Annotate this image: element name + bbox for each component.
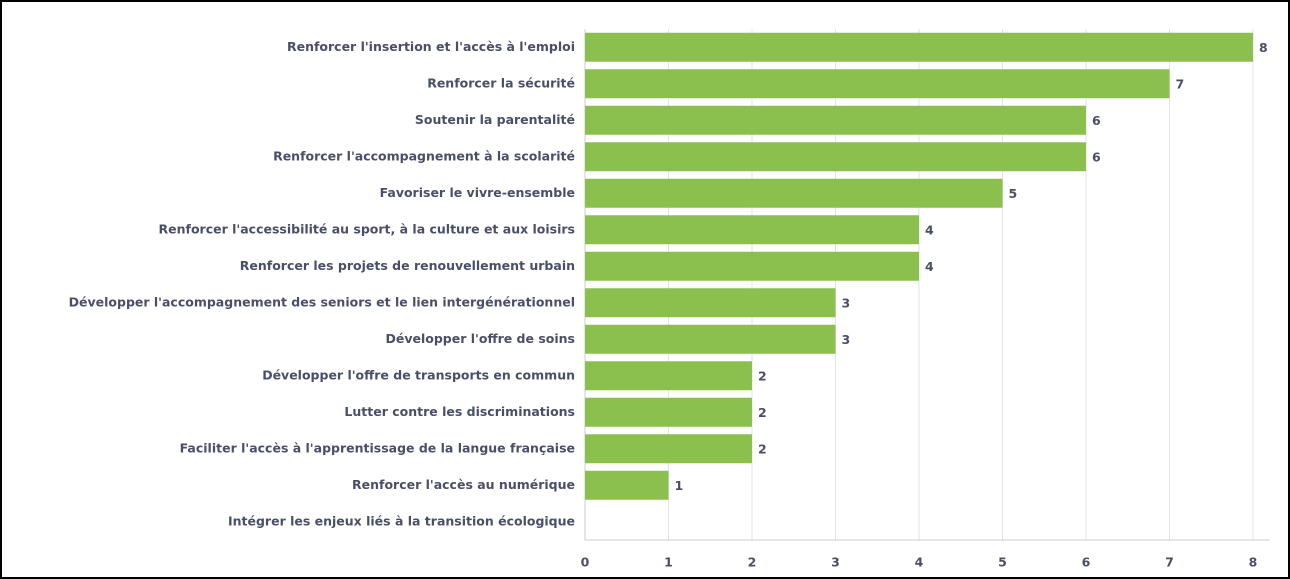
- bar: [585, 215, 919, 245]
- y-tick-label: Favoriser le vivre-ensemble: [380, 185, 575, 200]
- x-tick-label: 1: [664, 555, 673, 570]
- data-label: 4: [925, 259, 934, 274]
- bar: [585, 69, 1170, 99]
- data-label: 3: [842, 295, 851, 310]
- y-tick-label: Lutter contre les discriminations: [344, 404, 575, 419]
- bar: [585, 32, 1253, 62]
- x-tick-label: 8: [1249, 555, 1258, 570]
- data-label: 3: [842, 332, 851, 347]
- bar: [585, 142, 1086, 172]
- y-tick-label: Renforcer l'insertion et l'accès à l'emp…: [287, 39, 575, 54]
- bar: [585, 434, 752, 464]
- x-tick-label: 0: [581, 555, 590, 570]
- y-tick-label: Développer l'offre de soins: [386, 331, 576, 346]
- bar: [585, 470, 669, 500]
- data-label: 7: [1176, 76, 1185, 91]
- bar: [585, 361, 752, 391]
- y-tick-label: Faciliter l'accès à l'apprentissage de l…: [180, 440, 575, 455]
- bar: [585, 397, 752, 427]
- y-tick-label: Intégrer les enjeux liés à la transition…: [228, 513, 575, 528]
- data-label: 1: [675, 478, 684, 493]
- x-tick-label: 6: [1082, 555, 1091, 570]
- data-label: 8: [1259, 40, 1268, 55]
- y-tick-label: Renforcer l'accessibilité au sport, à la…: [159, 221, 575, 236]
- x-tick-label: 7: [1165, 555, 1174, 570]
- x-tick-label: 4: [915, 555, 924, 570]
- data-label: 6: [1092, 113, 1101, 128]
- y-tick-label: Développer l'accompagnement des seniors …: [69, 294, 575, 309]
- bar: [585, 288, 836, 318]
- y-tick-label: Développer l'offre de transports en comm…: [262, 367, 575, 382]
- data-label: 5: [1009, 186, 1018, 201]
- y-tick-label: Renforcer l'accompagnement à la scolarit…: [273, 148, 575, 163]
- x-tick-label: 3: [831, 555, 840, 570]
- x-tick-label: 2: [748, 555, 757, 570]
- y-tick-label: Renforcer l'accès au numérique: [352, 477, 575, 492]
- data-label: 2: [758, 405, 767, 420]
- bar: [585, 324, 836, 354]
- bar: [585, 251, 919, 281]
- x-tick-label: 5: [998, 555, 1007, 570]
- data-label: 2: [758, 368, 767, 383]
- y-tick-label: Renforcer les projets de renouvellement …: [240, 258, 575, 273]
- data-label: 6: [1092, 149, 1101, 164]
- data-label: 2: [758, 441, 767, 456]
- y-tick-label: Soutenir la parentalité: [415, 112, 575, 127]
- bar: [585, 105, 1086, 135]
- bar: [585, 178, 1003, 208]
- y-tick-label: Renforcer la sécurité: [427, 75, 575, 90]
- data-label: 4: [925, 222, 934, 237]
